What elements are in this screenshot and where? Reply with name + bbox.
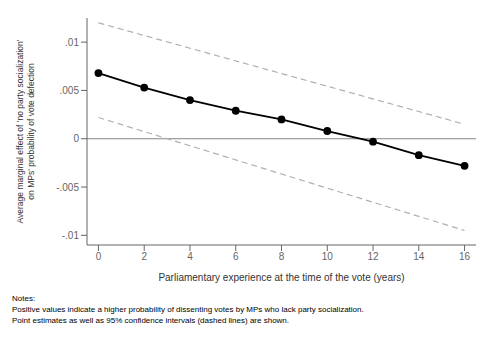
html-text:Positive values indicate a hig: Positive values indicate a higher probab… <box>12 304 364 314</box>
svg-text:12: 12 <box>367 251 379 262</box>
html-text:Point estimates as well as 95%: Point estimates as well as 95% confidenc… <box>12 315 289 325</box>
svg-text:16: 16 <box>459 251 471 262</box>
svg-text:Average marginal effect of 'no: Average marginal effect of 'no party soc… <box>15 39 36 223</box>
svg-text:0: 0 <box>96 251 102 262</box>
svg-text:4: 4 <box>187 251 193 262</box>
svg-text:Parliamentary experience at th: Parliamentary experience at the time of … <box>158 272 404 283</box>
svg-text:8: 8 <box>279 251 285 262</box>
svg-text:6: 6 <box>233 251 239 262</box>
svg-text:.005: .005 <box>60 85 80 96</box>
svg-text:-.01: -.01 <box>62 230 80 241</box>
svg-text:.01: .01 <box>65 37 79 48</box>
svg-text:2: 2 <box>141 251 147 262</box>
svg-text:-.005: -.005 <box>56 182 79 193</box>
svg-text:0: 0 <box>73 133 79 144</box>
svg-text:14: 14 <box>413 251 425 262</box>
svg-text:10: 10 <box>322 251 334 262</box>
html-text:Notes:: Notes: <box>12 294 36 303</box>
